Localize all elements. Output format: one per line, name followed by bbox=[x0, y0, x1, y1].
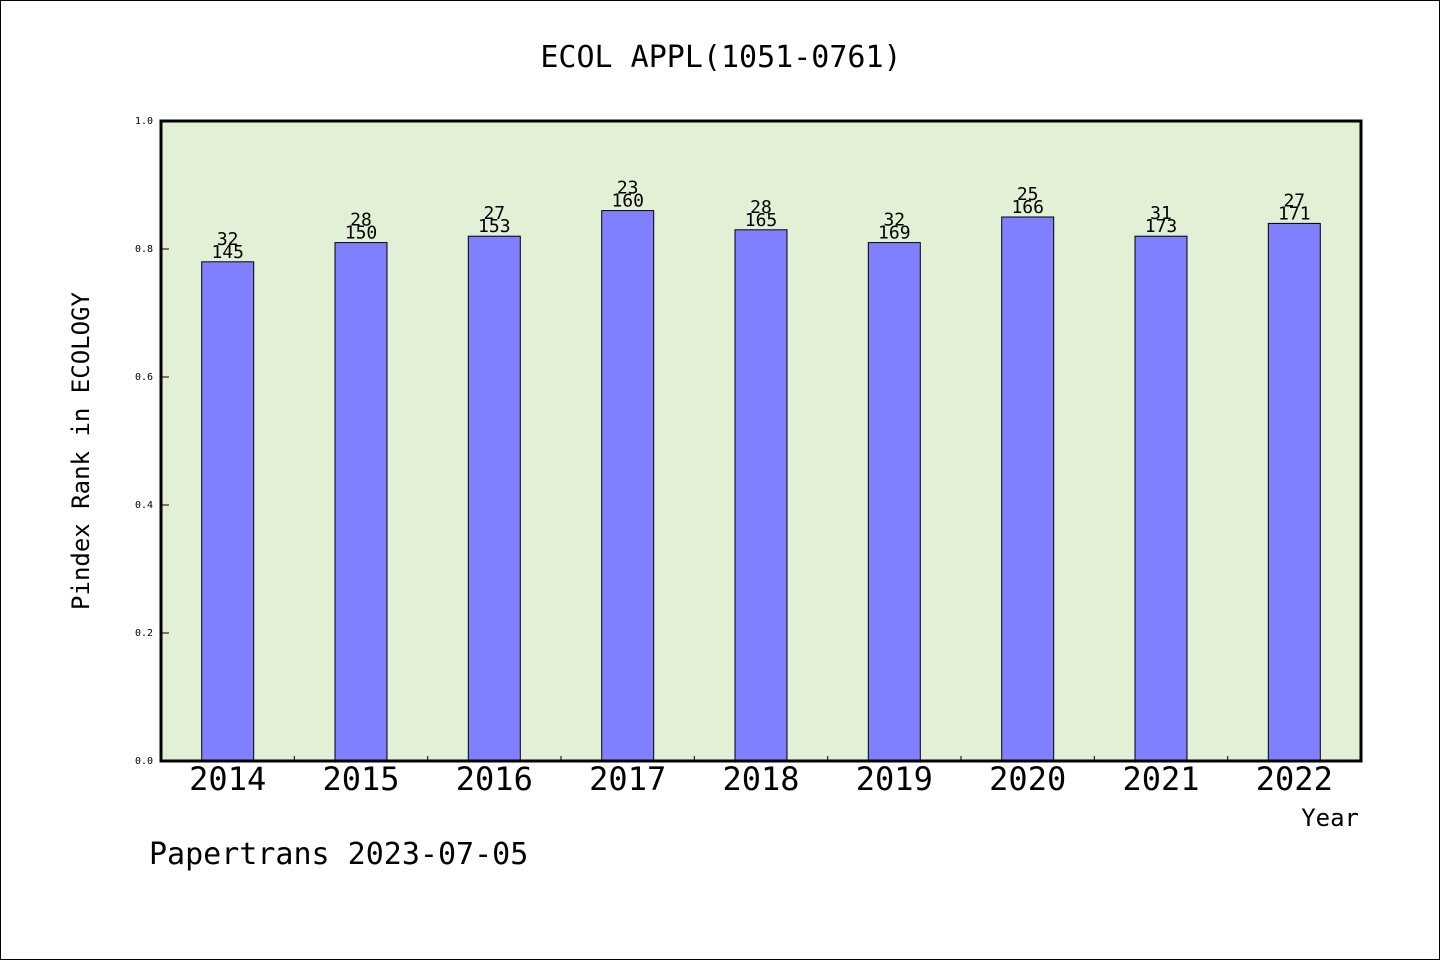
y-tick-label: 0.0 bbox=[135, 756, 153, 767]
bar-label-bottom: 171 bbox=[1278, 203, 1311, 224]
x-tick-label: 2014 bbox=[189, 760, 266, 798]
x-tick-label: 2018 bbox=[722, 760, 799, 798]
y-axis-label: Pindex Rank in ECOLOGY bbox=[67, 292, 95, 610]
x-tick-label: 2021 bbox=[1122, 760, 1199, 798]
x-tick-label: 2017 bbox=[589, 760, 666, 798]
x-tick-label: 2020 bbox=[989, 760, 1066, 798]
bar-label-top: 27 bbox=[1283, 190, 1305, 211]
bar bbox=[1001, 216, 1055, 762]
bar bbox=[334, 242, 388, 762]
bar bbox=[867, 242, 921, 762]
x-tick-label: 2019 bbox=[856, 760, 933, 798]
bar bbox=[201, 261, 255, 762]
bar bbox=[1134, 235, 1188, 762]
chart-title: ECOL APPL(1051-0761) bbox=[540, 40, 901, 75]
bar-label-bottom: 166 bbox=[1011, 197, 1044, 218]
x-tick-label: 2016 bbox=[456, 760, 533, 798]
bar bbox=[467, 235, 521, 762]
bar bbox=[1267, 222, 1321, 762]
bar-label-top: 25 bbox=[1017, 184, 1039, 205]
bar-label-top: 32 bbox=[217, 229, 239, 250]
x-axis-label: Year bbox=[1301, 804, 1359, 832]
axis-ticks: 2014 2015 2016 2017 2018 2019 2020 2021 2022 0.0 0… bbox=[135, 116, 1333, 798]
bar-label-bottom: 153 bbox=[478, 216, 511, 237]
y-tick-label: 0.2 bbox=[135, 628, 153, 639]
bar-label-bottom: 160 bbox=[611, 191, 644, 212]
y-tick-label: 0.4 bbox=[135, 500, 153, 511]
plot-border bbox=[159, 119, 1363, 763]
bar-label-top: 31 bbox=[1150, 203, 1172, 224]
bar bbox=[734, 229, 788, 762]
footer-note: Papertrans 2023-07-05 bbox=[149, 837, 528, 872]
bar-label-bottom: 169 bbox=[878, 223, 911, 244]
y-tick-label: 1.0 bbox=[135, 116, 153, 127]
bar-label-top: 23 bbox=[617, 178, 639, 199]
y-tick-label: 0.6 bbox=[135, 372, 153, 383]
bar-label-bottom: 173 bbox=[1145, 216, 1178, 237]
bar-label-top: 28 bbox=[350, 210, 372, 231]
bar-label-top: 32 bbox=[883, 210, 905, 231]
x-tick-label: 2015 bbox=[322, 760, 399, 798]
bar-label-bottom: 150 bbox=[345, 223, 378, 244]
bar-label-bottom: 145 bbox=[211, 242, 244, 263]
bar bbox=[601, 210, 655, 762]
bar-label-top: 27 bbox=[483, 203, 505, 224]
bar-label-top: 28 bbox=[750, 197, 772, 218]
bar-label-bottom: 165 bbox=[745, 210, 778, 231]
x-tick-label: 2022 bbox=[1256, 760, 1333, 798]
y-tick-label: 0.8 bbox=[135, 244, 153, 255]
